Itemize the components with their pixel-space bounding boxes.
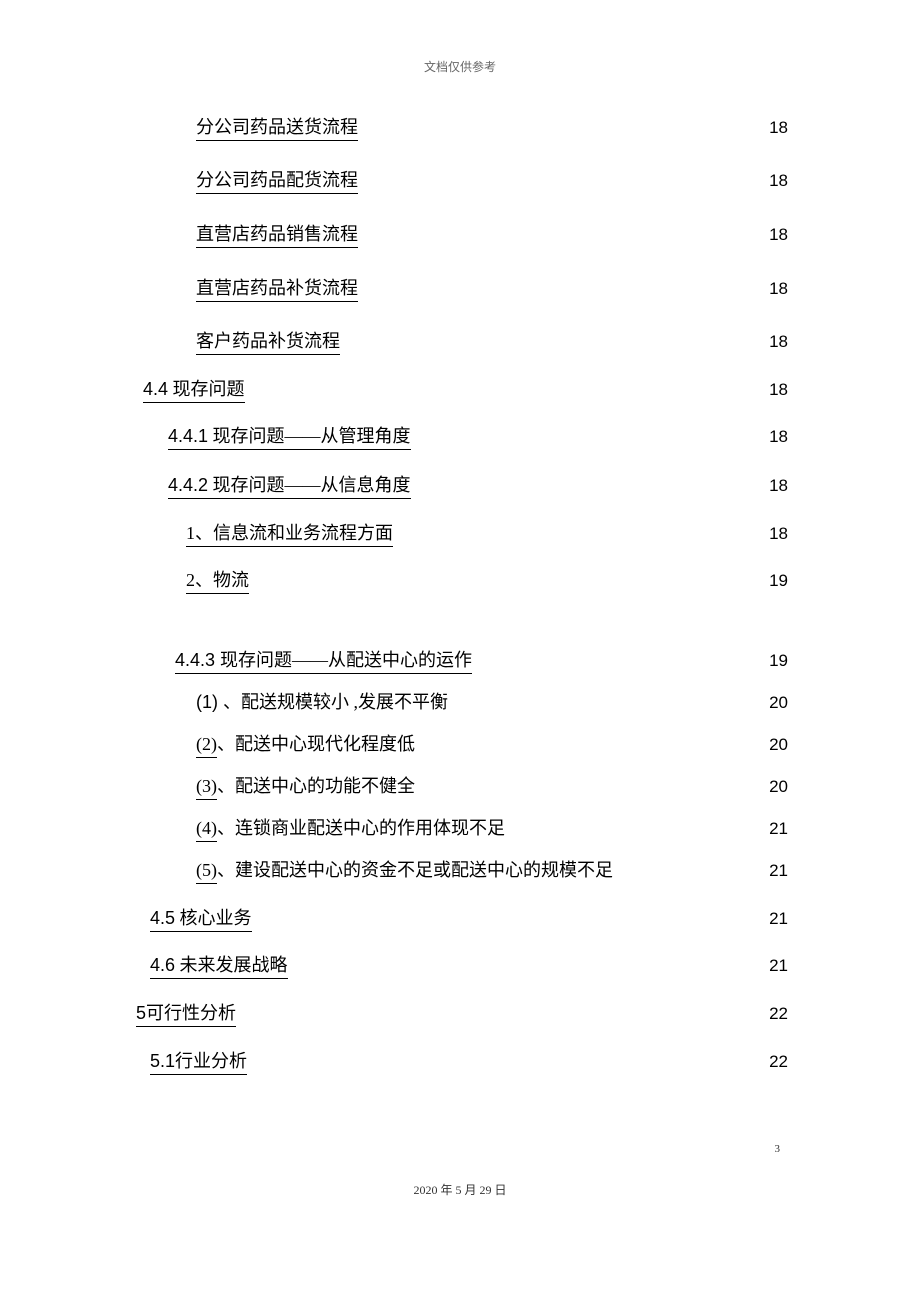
toc-label: 4.4 现存问题 (143, 377, 245, 403)
toc-page-number: 18 (769, 474, 788, 498)
toc-page-number: 21 (769, 907, 788, 931)
toc-label: 2、物流 (186, 568, 249, 594)
toc-label: 4.5 核心业务 (150, 906, 256, 932)
toc-entry[interactable]: 分公司药品送货流程 18 (196, 115, 788, 141)
toc-page-number: 21 (769, 817, 788, 841)
toc-label: (4) 、连锁商业配送中心的作用体现不足 (196, 816, 505, 842)
toc-entry[interactable]: (2) 、配送中心现代化程度低 20 (196, 732, 788, 758)
toc-entry[interactable]: 直营店药品补货流程 18 (196, 276, 788, 302)
toc-entry[interactable]: 1、信息流和业务流程方面 18 (186, 521, 788, 547)
toc-page-number: 20 (769, 691, 788, 715)
toc-label: 分公司药品配货流程 (196, 168, 358, 194)
toc-page-number: 18 (769, 169, 788, 193)
toc-page-number: 20 (769, 733, 788, 757)
page-header: 文档仅供参考 (0, 0, 920, 75)
toc-label: 客户药品补货流程 (196, 329, 340, 355)
toc-page-number: 21 (769, 954, 788, 978)
toc-entry[interactable]: (5) 、建设配送中心的资金不足或配送中心的规模不足 21 (196, 858, 788, 884)
toc-page-number: 21 (769, 859, 788, 883)
toc-label: 分公司药品送货流程 (196, 115, 358, 141)
toc-entry[interactable]: 4.5 核心业务 21 (150, 906, 788, 932)
toc-page-number: 18 (769, 116, 788, 140)
toc-page-number: 18 (769, 223, 788, 247)
toc-label: (5) 、建设配送中心的资金不足或配送中心的规模不足 (196, 858, 613, 884)
toc-page-number: 22 (769, 1050, 788, 1074)
toc-label: 4.4.3 现存问题——从配送中心的运作 (175, 648, 481, 674)
toc-page-number: 20 (769, 775, 788, 799)
page-date: 2020 年 5 月 29 日 (0, 1181, 920, 1198)
toc-entry[interactable]: 5.1 行业分析 22 (150, 1049, 788, 1075)
toc-entry[interactable]: (1) 、配送规模较小 ,发展不平衡 20 (196, 690, 788, 715)
toc-label: 5 可行性分析 (136, 1001, 236, 1027)
toc-entry[interactable]: 直营店药品销售流程 18 (196, 222, 788, 248)
toc-entry[interactable]: (4) 、连锁商业配送中心的作用体现不足 21 (196, 816, 788, 842)
toc-entry[interactable]: 5 可行性分析 22 (136, 1001, 788, 1027)
toc-label: 4.4.2 现存问题——从信息角度 (168, 473, 411, 499)
toc-page-number: 18 (769, 378, 788, 402)
toc-entry[interactable]: 4.4.2 现存问题——从信息角度 18 (168, 473, 788, 499)
toc-page-number: 18 (769, 522, 788, 546)
toc-page-number: 22 (769, 1002, 788, 1026)
toc-label: 直营店药品销售流程 (196, 222, 358, 248)
toc-page-number: 19 (769, 649, 788, 673)
toc-page-number: 18 (769, 277, 788, 301)
toc-label: 直营店药品补货流程 (196, 276, 358, 302)
toc-label: 5.1 行业分析 (150, 1049, 247, 1075)
toc-label: (1) 、配送规模较小 ,发展不平衡 (196, 690, 453, 715)
toc-label: (2) 、配送中心现代化程度低 (196, 732, 424, 758)
toc-entry[interactable]: 4.6 未来发展战略 21 (150, 953, 788, 979)
header-text: 文档仅供参考 (424, 60, 496, 74)
toc-label: 4.6 未来发展战略 (150, 953, 292, 979)
toc-label: (3) 、配送中心的功能不健全 (196, 774, 424, 800)
toc-page-number: 19 (769, 569, 788, 593)
toc-entry[interactable]: 分公司药品配货流程 18 (196, 168, 788, 194)
toc-entry[interactable]: (3) 、配送中心的功能不健全 20 (196, 774, 788, 800)
toc-label: 4.4.1 现存问题——从管理角度 (168, 424, 411, 450)
toc-label: 1、信息流和业务流程方面 (186, 521, 393, 547)
toc-entry[interactable]: 4.4.1 现存问题——从管理角度 18 (168, 424, 788, 450)
toc-page-number: 18 (769, 330, 788, 354)
toc-page-number: 18 (769, 425, 788, 449)
toc-entry[interactable]: 4.4.3 现存问题——从配送中心的运作 19 (175, 648, 788, 674)
toc-entry[interactable]: 2、物流 19 (186, 568, 788, 594)
toc-entry[interactable]: 客户药品补货流程 18 (196, 329, 788, 355)
toc-entry[interactable]: 4.4 现存问题 18 (143, 377, 788, 403)
page-number: 3 (775, 1143, 781, 1155)
